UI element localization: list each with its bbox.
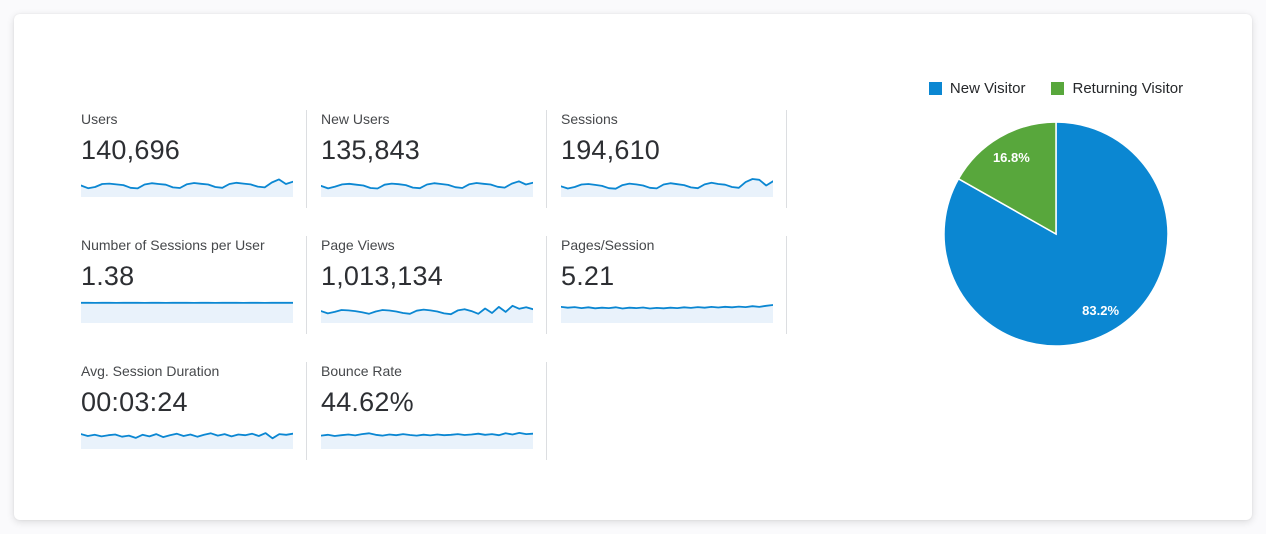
empty-grid-cell (547, 362, 787, 460)
sparkline-chart (561, 304, 773, 323)
metric-card-sessions[interactable]: Sessions 194,610 (547, 110, 787, 208)
sparkline-chart (81, 432, 293, 449)
metric-card-new-users[interactable]: New Users 135,843 (307, 110, 547, 208)
metric-value: 00:03:24 (81, 387, 188, 417)
metrics-grid: Users 140,696 New Users 135,843 Sessions… (81, 110, 787, 460)
metric-value: 140,696 (81, 135, 180, 165)
sparkline-chart (561, 178, 773, 197)
pie-slice-returning-visitor[interactable] (957, 121, 1057, 236)
legend-item-new-visitor[interactable]: New Visitor (928, 80, 1026, 97)
pie-slice-label: 16.8% (993, 150, 1030, 165)
pie-slice-label: 83.2% (1082, 303, 1119, 318)
metric-label: Number of Sessions per User (81, 237, 265, 253)
metric-value: 44.62% (321, 387, 414, 417)
metric-value: 194,610 (561, 135, 660, 165)
sparkline-chart (81, 301, 293, 323)
legend-swatch-new-visitor (928, 82, 942, 95)
sparkline-chart (321, 304, 533, 323)
metric-value: 5.21 (561, 261, 615, 291)
legend-label: New Visitor (949, 80, 1026, 97)
metric-label: Pages/Session (561, 237, 655, 253)
metric-label: Page Views (321, 237, 395, 253)
legend-item-returning-visitor[interactable]: Returning Visitor (1051, 80, 1183, 97)
metric-card-page-views[interactable]: Page Views 1,013,134 (307, 236, 547, 334)
sparkline-chart (321, 432, 533, 449)
metric-label: Bounce Rate (321, 363, 402, 379)
pie-legend: New Visitor Returning Visitor (866, 80, 1246, 97)
metric-label: Sessions (561, 111, 618, 127)
metric-label: Users (81, 111, 118, 127)
metric-label: Avg. Session Duration (81, 363, 220, 379)
visitor-type-chart-section: New Visitor Returning Visitor 83.2% 16.8% (866, 80, 1246, 355)
metric-label: New Users (321, 111, 390, 127)
metric-value: 1.38 (81, 261, 135, 291)
sparkline-chart (321, 180, 533, 197)
metric-card-bounce-rate[interactable]: Bounce Rate 44.62% (307, 362, 547, 460)
legend-swatch-returning-visitor (1051, 82, 1065, 95)
metric-card-users[interactable]: Users 140,696 (81, 110, 307, 208)
overview-panel: Users 140,696 New Users 135,843 Sessions… (14, 14, 1252, 520)
metric-card-sessions-per-user[interactable]: Number of Sessions per User 1.38 (81, 236, 307, 334)
sparkline-chart (81, 178, 293, 197)
legend-label: Returning Visitor (1072, 80, 1184, 97)
metric-card-avg-session-duration[interactable]: Avg. Session Duration 00:03:24 (81, 362, 307, 460)
visitor-pie-chart[interactable]: 83.2% 16.8% (940, 118, 1172, 350)
metric-card-pages-per-session[interactable]: Pages/Session 5.21 (547, 236, 787, 334)
pie-chart-wrap: 83.2% 16.8% (866, 118, 1246, 355)
metric-value: 1,013,134 (321, 261, 443, 291)
metric-value: 135,843 (321, 135, 420, 165)
